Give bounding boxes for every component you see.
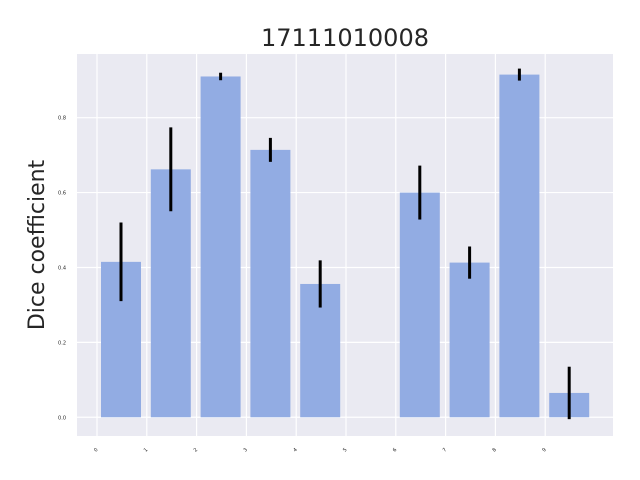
y-tick-label: 0.6 (58, 191, 66, 197)
x-tick-label: 2 (193, 447, 199, 453)
x-tick-label: 1 (143, 447, 149, 453)
x-tick-label: 0 (93, 447, 99, 453)
chart-title: 17111010008 (261, 24, 429, 52)
bar (200, 76, 241, 418)
y-tick-label: 0.8 (58, 116, 66, 122)
bar (250, 149, 291, 418)
x-tick-label: 3 (242, 447, 248, 453)
x-tick-label: 4 (292, 447, 298, 453)
x-tick-label: 5 (342, 447, 348, 453)
bar (399, 192, 440, 418)
y-tick-labels: 0.0 0.2 0.4 0.6 0.8 (58, 116, 66, 422)
y-tick-label: 0.2 (58, 340, 66, 346)
y-tick-label: 0.0 (58, 415, 66, 421)
bar (449, 262, 490, 418)
bars (101, 74, 590, 418)
x-tick-label: 7 (442, 447, 448, 453)
error-bars (119, 68, 571, 420)
x-tick-label: 8 (491, 447, 497, 453)
bar (499, 74, 540, 418)
y-tick-label: 0.4 (58, 265, 66, 271)
x-tick-label: 9 (541, 447, 547, 453)
x-tick-label: 6 (392, 447, 398, 453)
x-tick-labels: 0 1 2 3 4 5 6 7 8 9 (93, 447, 548, 453)
y-axis-label: Dice coefficient (25, 159, 50, 330)
